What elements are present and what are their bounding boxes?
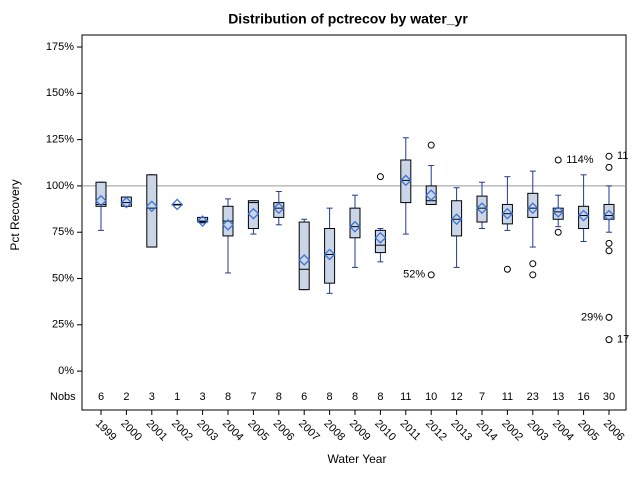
outlier-label: 29% <box>581 311 603 323</box>
outlier-label: 17 <box>617 334 629 346</box>
box <box>552 207 564 220</box>
outlier <box>605 336 613 344</box>
mean-marker <box>298 254 311 266</box>
outlier <box>427 141 435 149</box>
nobs-value: 30 <box>603 391 615 403</box>
mean-marker <box>171 198 184 211</box>
nobs-value: 1 <box>174 391 180 403</box>
nobs-value: 8 <box>327 391 333 403</box>
box <box>425 185 437 205</box>
outlier <box>503 265 511 273</box>
outlier <box>427 271 435 279</box>
box <box>527 192 539 218</box>
box <box>400 159 412 204</box>
mean-marker <box>196 215 209 228</box>
box <box>374 229 386 254</box>
nobs-value: 8 <box>377 391 383 403</box>
mean-marker <box>552 205 565 218</box>
nobs-value: 7 <box>250 391 256 403</box>
mean-marker <box>120 196 133 209</box>
mean-marker <box>95 194 107 207</box>
chart-title: Distribution of pctrecov by water_yr <box>228 11 468 27</box>
box <box>349 207 361 239</box>
nobs-value: 13 <box>552 391 564 403</box>
mean-marker <box>526 202 539 215</box>
nobs-value: 6 <box>98 391 104 403</box>
nobs-value: 3 <box>149 391 155 403</box>
nobs-value: 16 <box>577 391 589 403</box>
outlier <box>554 156 562 164</box>
y-axis-label: Pct Recovery <box>8 179 22 250</box>
y-tick-label: 50% <box>52 272 74 284</box>
mean-marker <box>476 202 488 215</box>
mean-marker <box>323 248 336 261</box>
y-tick-label: 0% <box>58 365 74 377</box>
box <box>197 216 209 223</box>
nobs-value: 11 <box>400 391 411 403</box>
box <box>578 205 590 230</box>
y-tick-label: 175% <box>46 41 74 53</box>
outlier-label: 52% <box>403 269 425 281</box>
mean-marker <box>501 207 514 220</box>
outlier <box>605 313 613 321</box>
outlier <box>529 271 537 279</box>
outlier <box>605 152 613 160</box>
mean-marker <box>450 213 463 226</box>
nobs-value: 3 <box>200 391 206 403</box>
nobs-value: 8 <box>276 391 282 403</box>
nobs-value: 11 <box>502 391 513 403</box>
nobs-value: 7 <box>479 391 485 403</box>
outlier <box>554 228 562 236</box>
mean-marker <box>222 218 234 231</box>
box <box>603 203 615 220</box>
nobs-value: 6 <box>301 391 307 403</box>
mean-marker <box>374 231 387 244</box>
outlier-label: 114% <box>566 154 594 166</box>
mean-marker <box>425 189 438 202</box>
mean-marker <box>399 174 412 187</box>
y-tick-label: 75% <box>52 226 74 238</box>
mean-marker <box>603 209 615 222</box>
y-tick-label: 25% <box>52 319 74 331</box>
box <box>247 200 259 230</box>
y-tick-label: 150% <box>46 87 74 99</box>
mean-marker <box>247 207 260 220</box>
outlier <box>376 173 384 181</box>
y-tick-label: 125% <box>46 134 74 146</box>
nobs-label: Nobs <box>50 391 76 403</box>
mean-marker <box>272 202 285 215</box>
nobs-value: 2 <box>123 391 129 403</box>
nobs-value: 8 <box>225 391 231 403</box>
outlier <box>605 247 613 255</box>
outlier <box>605 163 613 171</box>
nobs-value: 12 <box>450 391 462 403</box>
y-tick-label: 100% <box>46 180 74 192</box>
x-axis-label: Water Year <box>328 452 387 466</box>
mean-marker <box>577 209 590 222</box>
box <box>476 195 488 223</box>
outlier-label: 11 <box>617 150 628 162</box>
outlier <box>605 239 613 247</box>
outlier <box>529 260 537 268</box>
box <box>451 200 463 237</box>
nobs-value: 10 <box>425 391 437 403</box>
mean-marker <box>145 200 158 213</box>
nobs-value: 23 <box>527 391 539 403</box>
nobs-value: 8 <box>352 391 358 403</box>
plot-frame <box>81 34 627 411</box>
mean-marker <box>349 220 361 233</box>
box <box>324 228 336 284</box>
